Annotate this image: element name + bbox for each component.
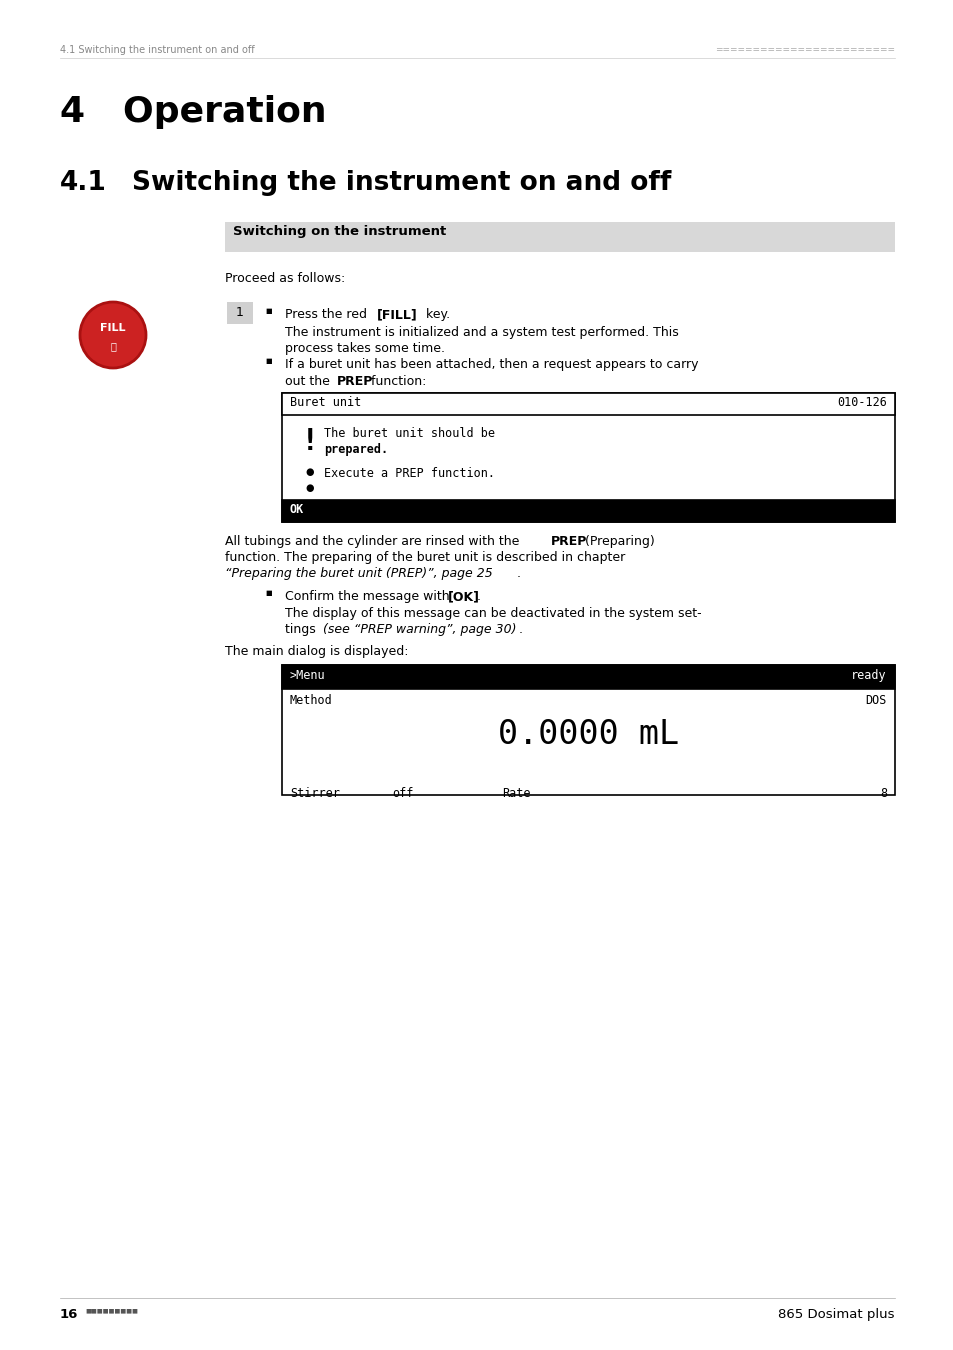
Text: 8: 8 bbox=[879, 787, 886, 801]
Text: .: . bbox=[517, 567, 520, 580]
Text: Execute a PREP function.: Execute a PREP function. bbox=[324, 467, 495, 481]
Text: Press the red: Press the red bbox=[285, 308, 371, 321]
Text: Buret unit: Buret unit bbox=[290, 396, 361, 409]
Text: 010-126: 010-126 bbox=[836, 396, 886, 409]
Bar bbox=[282, 393, 894, 522]
Text: FILL: FILL bbox=[100, 323, 126, 333]
Bar bbox=[282, 393, 894, 414]
Text: prepared.: prepared. bbox=[324, 443, 388, 456]
Text: OK: OK bbox=[290, 504, 304, 516]
Text: The main dialog is displayed:: The main dialog is displayed: bbox=[225, 645, 408, 657]
Text: All tubings and the cylinder are rinsed with the: All tubings and the cylinder are rinsed … bbox=[225, 535, 523, 548]
Text: [OK]: [OK] bbox=[448, 590, 479, 603]
Text: key.: key. bbox=[421, 308, 450, 321]
Text: 16: 16 bbox=[60, 1308, 78, 1322]
Text: [FILL]: [FILL] bbox=[376, 308, 417, 321]
Text: The instrument is initialized and a system test performed. This: The instrument is initialized and a syst… bbox=[285, 325, 678, 339]
Bar bbox=[282, 500, 894, 522]
Text: Confirm the message with: Confirm the message with bbox=[285, 590, 453, 603]
Text: 865 Dosimat plus: 865 Dosimat plus bbox=[778, 1308, 894, 1322]
Text: out the: out the bbox=[285, 375, 334, 387]
Text: off: off bbox=[392, 787, 413, 801]
Text: Rate: Rate bbox=[501, 787, 530, 801]
Text: Method: Method bbox=[290, 694, 333, 707]
Text: DOS: DOS bbox=[864, 694, 886, 707]
Text: The display of this message can be deactivated in the system set-: The display of this message can be deact… bbox=[285, 608, 700, 620]
Text: .: . bbox=[476, 590, 480, 603]
Text: 4   Operation: 4 Operation bbox=[60, 95, 326, 130]
Text: (see “PREP warning”, page 30): (see “PREP warning”, page 30) bbox=[323, 622, 516, 636]
Text: ●: ● bbox=[305, 483, 314, 493]
Text: (Preparing): (Preparing) bbox=[580, 535, 654, 548]
Text: ========================: ======================== bbox=[714, 45, 894, 54]
Text: function. The preparing of the buret unit is described in chapter: function. The preparing of the buret uni… bbox=[225, 551, 624, 564]
Text: ■: ■ bbox=[265, 590, 272, 595]
Bar bbox=[227, 302, 253, 324]
Text: 1: 1 bbox=[235, 306, 244, 320]
Text: ■: ■ bbox=[265, 358, 272, 364]
Text: If a buret unit has been attached, then a request appears to carry: If a buret unit has been attached, then … bbox=[285, 358, 698, 371]
Text: Proceed as follows:: Proceed as follows: bbox=[225, 271, 345, 285]
Text: “Preparing the buret unit (PREP)”, page 25: “Preparing the buret unit (PREP)”, page … bbox=[225, 567, 493, 580]
Bar bbox=[282, 666, 894, 688]
Text: ⏻: ⏻ bbox=[110, 342, 116, 351]
Text: ■■■■■■■■■: ■■■■■■■■■ bbox=[85, 1308, 138, 1314]
Text: ■: ■ bbox=[265, 308, 272, 315]
Text: Switching the instrument on and off: Switching the instrument on and off bbox=[132, 170, 671, 196]
Text: Stirrer: Stirrer bbox=[290, 787, 339, 801]
Text: Switching on the instrument: Switching on the instrument bbox=[233, 225, 446, 238]
Text: process takes some time.: process takes some time. bbox=[285, 342, 444, 355]
Text: ready: ready bbox=[850, 670, 886, 682]
Text: function:: function: bbox=[367, 375, 426, 387]
Text: tings: tings bbox=[285, 622, 319, 636]
Text: 4.1 Switching the instrument on and off: 4.1 Switching the instrument on and off bbox=[60, 45, 254, 55]
Text: The buret unit should be: The buret unit should be bbox=[324, 427, 495, 440]
Text: ●: ● bbox=[305, 467, 314, 477]
Text: 4.1: 4.1 bbox=[60, 170, 107, 196]
Bar bbox=[225, 221, 894, 252]
Text: !: ! bbox=[300, 427, 319, 456]
Text: PREP: PREP bbox=[336, 375, 373, 387]
Bar bbox=[282, 666, 894, 795]
Text: PREP: PREP bbox=[551, 535, 587, 548]
Text: >Menu: >Menu bbox=[290, 670, 325, 682]
Circle shape bbox=[80, 302, 146, 369]
Text: 0.0000 mL: 0.0000 mL bbox=[497, 718, 679, 752]
Text: .: . bbox=[518, 622, 522, 636]
